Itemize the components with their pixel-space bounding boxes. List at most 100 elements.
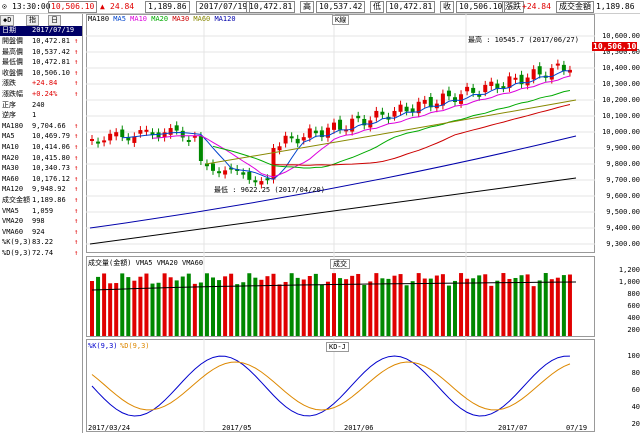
data-row: VMA60 924 ↑ <box>0 228 82 237</box>
tab-index[interactable]: 指 <box>26 15 39 26</box>
ma-legend-item: MA180 <box>88 15 114 23</box>
volume-bar <box>313 273 318 336</box>
clock-icon: ⊙ <box>2 2 7 11</box>
candle-body <box>567 69 572 73</box>
price-tick-label: 10,100.00 <box>602 112 640 120</box>
quote-value: 1,189.86 <box>145 1 190 13</box>
up-arrow-icon: ↑ <box>74 37 79 45</box>
tab-daily[interactable]: ◆D <box>0 15 15 26</box>
candle-body <box>295 138 300 144</box>
candle-body <box>223 170 228 175</box>
kd-tick-label: 60 <box>631 386 640 394</box>
up-arrow-icon: ↑ <box>74 58 79 67</box>
ma-legend-item: MA5 <box>113 15 131 23</box>
candle-body <box>561 64 566 71</box>
row-value: 10,340.73 <box>32 164 70 173</box>
volume-bar <box>90 281 94 336</box>
volume-bar <box>428 278 433 336</box>
row-value: 10,414.06 <box>32 143 70 151</box>
price-tick-label: 9,300.00 <box>606 240 640 248</box>
data-panel: ◆D 指 日 日期 2017/07/19 開盤價 10,472.81 ↑ 最高價 10,… <box>0 14 83 433</box>
volume-bar <box>253 277 258 336</box>
data-row: 開盤價 10,472.81 ↑ <box>0 37 82 46</box>
candle-body <box>519 74 524 85</box>
volume-bar <box>198 282 203 336</box>
row-value: 924 <box>32 227 45 236</box>
up-arrow-icon: ↑ <box>74 153 79 162</box>
kd-title: KD-J <box>326 342 349 352</box>
row-value: 9,948.92 <box>32 185 66 194</box>
volume-bar <box>120 273 125 336</box>
k-line <box>91 355 570 417</box>
volume-bar <box>555 277 560 336</box>
ma60-line <box>205 99 577 165</box>
volume-bar <box>156 282 161 336</box>
panel-tabs: ◆D 指 日 <box>0 14 82 26</box>
volume-bar <box>289 273 294 336</box>
volume-bar <box>319 284 324 336</box>
candle-body <box>180 130 185 138</box>
price-tick-label: 9,700.00 <box>606 176 640 184</box>
volume-bar <box>489 285 494 336</box>
volume-bar <box>398 274 403 336</box>
candle-body <box>132 136 137 143</box>
candle-body <box>380 111 385 115</box>
ma-legend-item: MA120 <box>214 15 236 23</box>
volume-bar <box>501 273 506 336</box>
volume-bar <box>247 273 252 336</box>
up-arrow-icon: ↑ <box>74 206 79 215</box>
tab-day[interactable]: 日 <box>48 15 61 26</box>
row-label: 正序 <box>2 100 16 109</box>
row-value: 998 <box>32 217 45 226</box>
row-label: VMA5 <box>2 206 19 215</box>
volume-bar <box>114 283 119 336</box>
data-row: 成交金額 1,189.86 ↑ <box>0 196 82 205</box>
price-tick-label: 9,500.00 <box>606 208 640 216</box>
volume-bar <box>180 276 185 336</box>
candle-body <box>453 97 457 102</box>
row-value: 83.22 <box>32 238 54 247</box>
row-value: 10,506.10 <box>32 68 70 77</box>
high-note: 最高 : 10545.7 (2017/06/27) <box>468 36 579 44</box>
volume-tick-label: 200 <box>627 326 640 334</box>
volume-bar <box>495 280 500 336</box>
volume-bar <box>108 283 113 336</box>
row-label: %K(9,3) <box>2 238 32 247</box>
kd-tick-label: 100 <box>627 352 640 360</box>
candle-body <box>483 84 488 93</box>
row-label: MA20 <box>2 153 19 162</box>
price-tick-label: 9,900.00 <box>606 144 640 152</box>
quote-low-label: 低 <box>370 1 384 13</box>
x-label-jun: 2017/06 <box>344 424 374 432</box>
volume-bar <box>531 286 536 336</box>
up-arrow-icon: ↑ <box>74 68 79 77</box>
volume-bar <box>368 281 373 336</box>
candle-body <box>102 140 107 143</box>
volume-bar <box>465 278 470 336</box>
volume-bar <box>168 277 173 336</box>
volume-bar <box>217 280 222 336</box>
volume-bar <box>271 273 276 336</box>
volume-bar <box>416 273 421 336</box>
candle-body <box>144 129 149 132</box>
quote-date: 2017/07/19 <box>196 1 251 13</box>
up-arrow-icon: ↑ <box>74 47 79 56</box>
row-value: +24.84 <box>32 79 58 88</box>
ma10-line <box>152 75 571 178</box>
quote-high-label: 高 <box>300 1 314 13</box>
volume-bar <box>186 273 191 336</box>
candle-body <box>549 68 554 80</box>
chart-area[interactable]: MA180 MA5 MA10 MA20 MA30 MA60 MA120 K線 最… <box>86 14 595 433</box>
volume-bar <box>440 274 445 336</box>
volume-bar <box>241 282 246 336</box>
chart-canvas[interactable] <box>86 14 595 433</box>
candle-body <box>204 163 209 167</box>
candle-body <box>307 128 312 138</box>
kd-panel-frame <box>86 339 595 432</box>
ma120-line <box>89 135 577 229</box>
ma-legend: MA180 MA5 MA10 MA20 MA30 MA60 MA120 <box>88 15 236 24</box>
price-tick-label: 9,800.00 <box>606 160 640 168</box>
volume-bar <box>229 273 234 336</box>
ma-legend-item: MA20 <box>151 15 173 23</box>
data-row: 正序 240 <box>0 101 82 110</box>
